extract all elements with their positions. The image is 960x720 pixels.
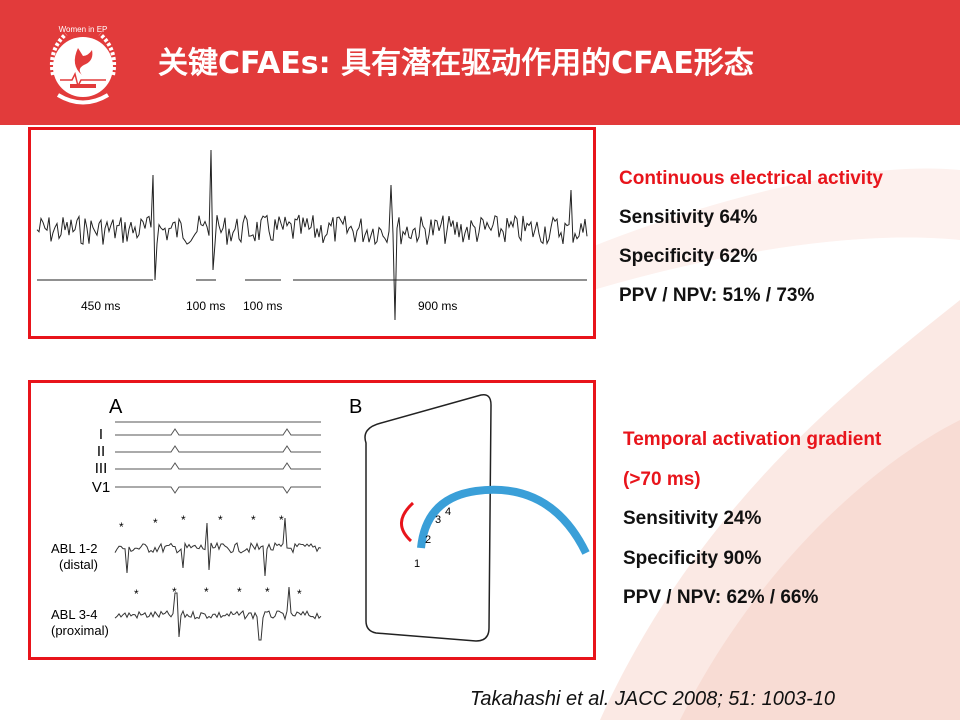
sensitivity: Sensitivity 24%: [623, 508, 762, 529]
interval-label: 100 ms: [186, 299, 225, 313]
activation-markers: * * * * * * * * * * * *: [119, 513, 302, 601]
abl12-trace: [114, 517, 322, 577]
citation: Takahashi et al. JACC 2008; 51: 1003-10: [470, 688, 836, 710]
star-marker: *: [279, 513, 284, 527]
star-marker: *: [237, 585, 242, 599]
lead-label: I: [99, 426, 103, 443]
stats-heading-sub: (>70 ms): [623, 468, 701, 490]
star-marker: *: [153, 516, 158, 530]
panel2-stats: Temporal activation gradient (>70 ms) Se…: [623, 420, 881, 618]
star-marker: *: [172, 585, 177, 599]
ecg-lead-trace: [115, 445, 321, 453]
stats-heading: Continuous electrical activity: [619, 168, 883, 189]
label-a: A: [109, 396, 123, 418]
panel1-stats: Continuous electrical activity Sensitivi…: [619, 159, 883, 315]
electrode-label: 4: [445, 506, 451, 518]
label-b: B: [349, 396, 362, 418]
logo-text: Women in EP: [59, 25, 108, 34]
rotation-arrow-icon: [400, 501, 415, 543]
lead-label: III: [95, 460, 108, 477]
abl34-label: ABL 3-4: [51, 607, 98, 622]
abl34-sub: (proximal): [51, 623, 109, 638]
interval-label: 450 ms: [81, 299, 120, 313]
stats-heading: Temporal activation gradient: [623, 429, 882, 450]
interval-label: 100 ms: [243, 299, 282, 313]
lead-label: II: [97, 443, 105, 460]
electrode-label: 3: [435, 514, 441, 526]
specificity: Specificity 62%: [619, 246, 758, 267]
ecg-lead-trace: [115, 486, 321, 494]
header-band: Women in EP 关键CFAEs: 具有潜在驱动作用的CFAE形态: [0, 0, 960, 125]
star-marker: *: [218, 513, 223, 527]
star-marker: *: [297, 587, 302, 601]
star-marker: *: [181, 513, 186, 527]
abl12-sub: (distal): [59, 557, 98, 572]
ecg-leads: [115, 428, 321, 494]
ppv-npv: PPV / NPV: 62% / 66%: [623, 587, 819, 608]
electrode-label: 1: [414, 558, 420, 570]
women-in-ep-logo: Women in EP: [49, 25, 117, 105]
star-marker: *: [265, 585, 270, 599]
star-marker: *: [251, 513, 256, 527]
lead-label: V1: [92, 479, 110, 496]
cfae-trace-panel: 450 ms 100 ms 100 ms 900 ms: [28, 127, 596, 339]
slide-title: 关键CFAEs: 具有潜在驱动作用的CFAE形态: [158, 46, 754, 81]
electrode-label: 2: [425, 534, 431, 546]
interval-label: 900 ms: [418, 299, 457, 313]
specificity: Specificity 90%: [623, 547, 762, 569]
catheter: [417, 485, 590, 555]
egm-trace: [36, 149, 588, 321]
ecg-lead-trace: [115, 462, 321, 470]
abl12-label: ABL 1-2: [51, 541, 98, 556]
continuous-activity-trace: 450 ms 100 ms 100 ms 900 ms: [36, 149, 588, 321]
activation-gradient-panel: A B I II III V1 ABL 1-2 (distal) ABL 3-4…: [28, 380, 596, 660]
figure-ab: A B I II III V1 ABL 1-2 (distal) ABL 3-4…: [51, 393, 590, 642]
star-marker: *: [204, 585, 209, 599]
ecg-lead-trace: [115, 428, 321, 436]
star-marker: *: [134, 587, 139, 601]
sensitivity: Sensitivity 64%: [619, 207, 758, 228]
star-marker: *: [119, 520, 124, 534]
abl34-trace: [114, 586, 322, 641]
ppv-npv: PPV / NPV: 51% / 73%: [619, 285, 815, 306]
